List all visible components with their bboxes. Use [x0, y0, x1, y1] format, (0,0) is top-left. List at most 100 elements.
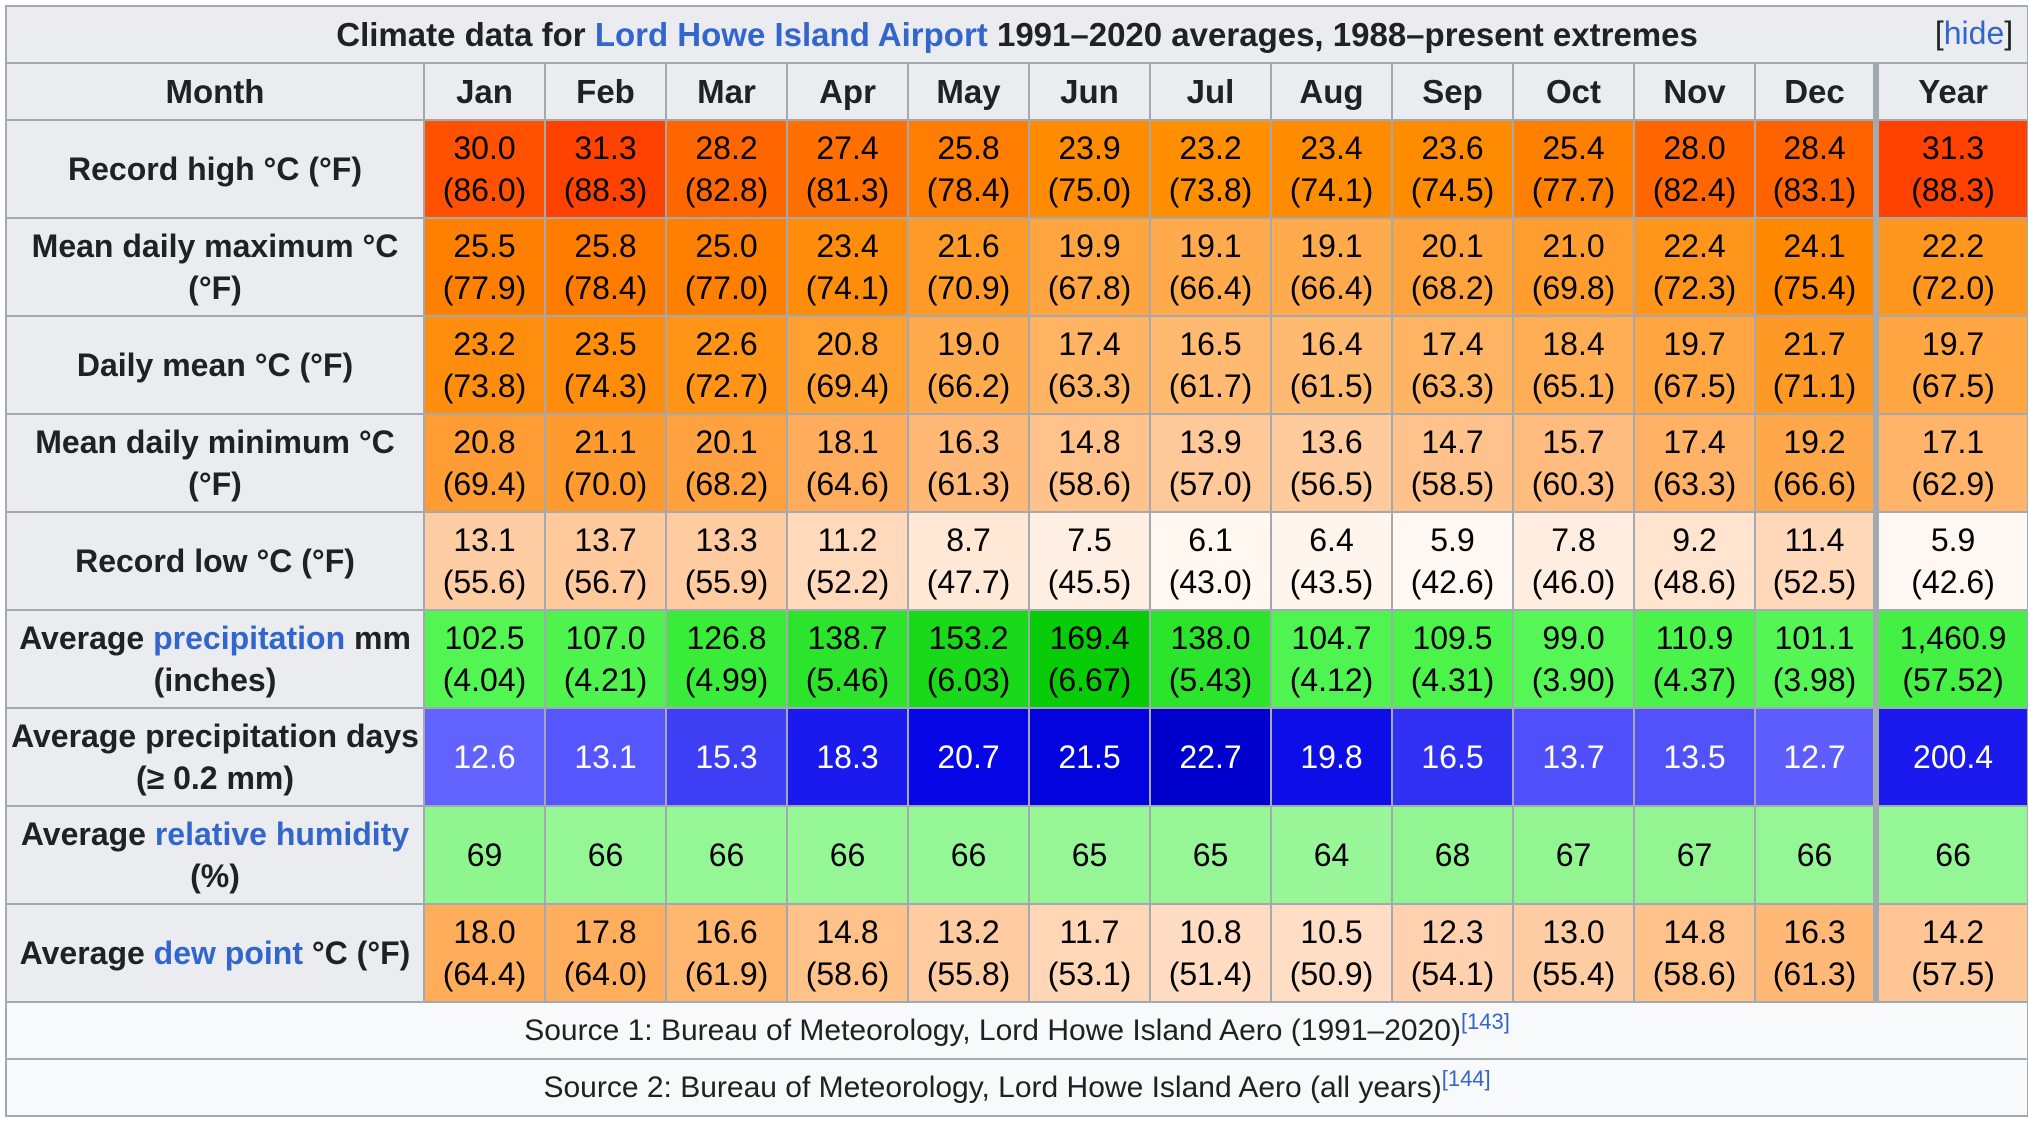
header-oct: Oct	[1512, 62, 1635, 121]
hide-toggle[interactable]: [hide]	[1934, 15, 2014, 51]
value-secondary: (5.46)	[805, 662, 890, 698]
value-primary: 13.5	[1663, 739, 1726, 775]
value-secondary: (88.3)	[563, 172, 648, 208]
table-row: Daily mean °C (°F) 23.2 (73.8) 23.5 (74.3) 22…	[5, 315, 2028, 415]
value-cell: 21.6 (70.9)	[907, 217, 1030, 317]
value-primary: 27.4	[816, 130, 879, 166]
value-cell: 14.8 (58.6)	[1028, 413, 1151, 513]
reference-link[interactable]: [143]	[1460, 1008, 1510, 1034]
hide-link[interactable]: hide	[1943, 15, 2005, 51]
row-label-text: (%)	[190, 858, 240, 894]
value-cell: 23.2 (73.8)	[423, 315, 546, 415]
value-primary: 66	[829, 837, 866, 873]
value-primary: 126.8	[686, 620, 767, 656]
value-cell: 20.7	[907, 707, 1030, 807]
value-cell: 17.8 (64.0)	[544, 903, 667, 1003]
value-cell: 67	[1512, 805, 1635, 905]
value-cell: 19.1 (66.4)	[1149, 217, 1272, 317]
value-cell: 153.2 (6.03)	[907, 609, 1030, 709]
value-secondary: (77.7)	[1531, 172, 1616, 208]
value-primary: 69	[466, 837, 503, 873]
value-secondary: (82.8)	[684, 172, 769, 208]
value-cell: 19.9 (67.8)	[1028, 217, 1151, 317]
row-label-link[interactable]: relative humidity	[154, 816, 410, 852]
value-cell: 17.4 (63.3)	[1391, 315, 1514, 415]
value-secondary: (66.4)	[1289, 270, 1374, 306]
value-cell: 101.1 (3.98)	[1754, 609, 1877, 709]
value-primary: 21.1	[574, 424, 637, 460]
value-cell: 99.0 (3.90)	[1512, 609, 1635, 709]
value-primary: 19.8	[1300, 739, 1363, 775]
value-cell: 19.7 (67.5)	[1872, 315, 2028, 415]
value-primary: 22.4	[1663, 228, 1726, 264]
value-primary: 18.4	[1542, 326, 1605, 362]
value-cell: 13.1	[544, 707, 667, 807]
value-primary: 66	[950, 837, 987, 873]
source-text: Source 2: Bureau of Meteorology, Lord Ho…	[543, 1070, 1442, 1104]
value-primary: 21.5	[1058, 739, 1121, 775]
value-cell: 30.0 (86.0)	[423, 119, 546, 219]
value-cell: 66	[665, 805, 788, 905]
value-cell: 22.2 (72.0)	[1872, 217, 2028, 317]
value-primary: 21.0	[1542, 228, 1605, 264]
value-secondary: (74.1)	[805, 270, 890, 306]
table-row: Average precipitation mm (inches) 102.5 (4…	[5, 609, 2028, 709]
value-secondary: (58.6)	[1047, 466, 1132, 502]
value-secondary: (45.5)	[1047, 564, 1132, 600]
value-cell: 18.1 (64.6)	[786, 413, 909, 513]
value-primary: 18.0	[453, 914, 516, 950]
header-row: Month Jan Feb Mar Apr May Jun Jul Aug Sep Oct Nov De…	[5, 62, 2028, 121]
value-secondary: (46.0)	[1531, 564, 1616, 600]
table-row: Record low °C (°F) 13.1 (55.6) 13.7 (56.7) 13…	[5, 511, 2028, 611]
reference-link[interactable]: [144]	[1441, 1065, 1491, 1091]
source-cell: Source 1: Bureau of Meteorology, Lord Ho…	[4, 1001, 2028, 1060]
value-secondary: (69.4)	[805, 368, 890, 404]
value-primary: 6.1	[1188, 522, 1233, 558]
value-secondary: (88.3)	[1911, 172, 1995, 208]
value-cell: 6.4 (43.5)	[1270, 511, 1393, 611]
value-cell: 23.4 (74.1)	[786, 217, 909, 317]
value-secondary: (73.8)	[1168, 172, 1253, 208]
value-cell: 138.7 (5.46)	[786, 609, 909, 709]
row-label-text: °C (°F)	[302, 935, 411, 971]
value-secondary: (58.6)	[1652, 956, 1737, 992]
value-cell: 11.7 (53.1)	[1028, 903, 1151, 1003]
row-label: Record high °C (°F)	[5, 119, 425, 219]
value-cell: 65	[1028, 805, 1151, 905]
value-cell: 17.4 (63.3)	[1633, 413, 1756, 513]
value-primary: 14.7	[1421, 424, 1484, 460]
value-primary: 16.6	[695, 914, 758, 950]
value-primary: 13.1	[453, 522, 516, 558]
value-cell: 18.3	[786, 707, 909, 807]
row-label: Daily mean °C (°F)	[5, 315, 425, 415]
value-cell: 14.8 (58.6)	[786, 903, 909, 1003]
value-secondary: (3.90)	[1531, 662, 1616, 698]
row-label-text: Daily mean °C (°F)	[76, 347, 354, 383]
airport-link[interactable]: Lord Howe Island Airport	[594, 15, 988, 53]
value-cell: 23.5 (74.3)	[544, 315, 667, 415]
value-cell: 200.4	[1872, 707, 2028, 807]
header-year: Year	[1872, 62, 2028, 121]
value-primary: 16.3	[1783, 914, 1846, 950]
value-cell: 20.8 (69.4)	[786, 315, 909, 415]
value-primary: 25.4	[1542, 130, 1605, 166]
value-cell: 17.4 (63.3)	[1028, 315, 1151, 415]
caption-suffix: 1991–2020 averages, 1988–present extreme…	[987, 15, 1698, 53]
value-primary: 66	[587, 837, 624, 873]
value-primary: 11.2	[817, 522, 878, 558]
header-jul: Jul	[1149, 62, 1272, 121]
value-cell: 102.5 (4.04)	[423, 609, 546, 709]
value-primary: 16.3	[937, 424, 1000, 460]
row-label: Mean daily minimum °C (°F)	[5, 413, 425, 513]
value-cell: 17.1 (62.9)	[1872, 413, 2028, 513]
value-secondary: (77.0)	[684, 270, 769, 306]
value-primary: 30.0	[453, 130, 516, 166]
value-secondary: (6.03)	[926, 662, 1011, 698]
value-primary: 7.8	[1551, 522, 1596, 558]
value-cell: 12.7	[1754, 707, 1877, 807]
row-label-link[interactable]: precipitation	[153, 620, 346, 656]
value-primary: 13.2	[937, 914, 1000, 950]
value-cell: 12.3 (54.1)	[1391, 903, 1514, 1003]
row-label: Average relative humidity (%)	[5, 805, 425, 905]
row-label-link[interactable]: dew point	[153, 935, 303, 971]
